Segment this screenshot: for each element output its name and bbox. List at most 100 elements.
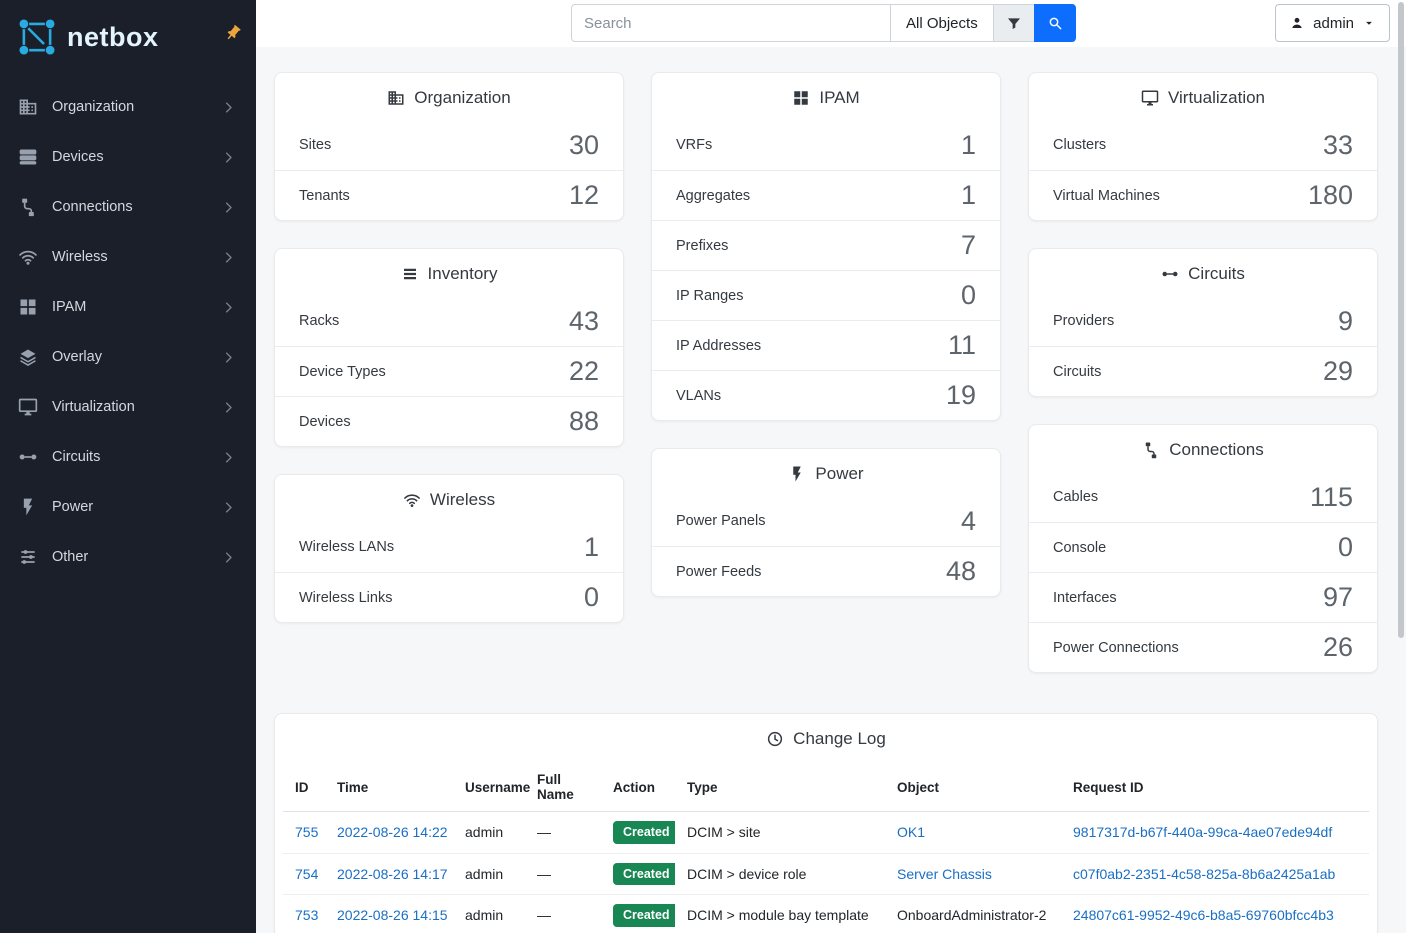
stat-value[interactable]: 33 [1322,129,1353,160]
stat-value[interactable]: 4 [960,505,976,536]
stat-value[interactable]: 97 [1322,582,1353,612]
stat-value[interactable]: 29 [1322,356,1353,386]
stat-label[interactable]: Wireless LANs [299,539,395,555]
search-button[interactable] [1033,4,1076,42]
chevron-right-icon [221,500,236,515]
stat-label[interactable]: Providers [1053,313,1115,329]
column-header-time: Time [325,763,453,812]
pin-icon[interactable] [220,20,245,45]
search-input[interactable] [571,4,891,42]
request-id-link[interactable]: 24807c61-9952-49c6-b8a5-69760bfcc4b3 [1073,907,1334,924]
stat-value[interactable]: 9 [1337,305,1353,336]
card-circuits: Circuits Providers 9 Circuits 29 [1028,248,1378,397]
stat-label[interactable]: Circuits [1053,363,1102,380]
sidebar-item-virtualization[interactable]: Virtualization [0,382,256,432]
stat-value[interactable]: 0 [583,582,599,612]
stat-label[interactable]: Power Connections [1053,639,1179,656]
request-id-link[interactable]: c07f0ab2-2351-4c58-825a-8b6a2425a1ab [1073,865,1336,882]
stat-value[interactable]: 30 [568,129,599,160]
stat-label[interactable]: Power Feeds [676,563,762,580]
column-header-full-name: Full Name [525,763,601,812]
change-time-link[interactable]: 2022-08-26 14:15 [337,907,448,924]
stat-value[interactable]: 7 [960,230,976,260]
sidebar-item-power[interactable]: Power [0,482,256,532]
stat-label[interactable]: Racks [299,313,340,329]
sidebar-item-wireless[interactable]: Wireless [0,232,256,282]
stat-value[interactable]: 19 [945,380,976,410]
monitor-icon [1141,89,1159,107]
column-header-request-id: Request ID [1061,763,1369,812]
stat-label[interactable]: Aggregates [676,187,751,204]
history-icon [766,730,784,748]
stat-label[interactable]: IP Addresses [676,337,762,354]
sidebar-item-overlay[interactable]: Overlay [0,332,256,382]
change-id-link[interactable]: 754 [295,865,319,882]
change-fullname: — [525,811,601,854]
sidebar-item-circuits[interactable]: Circuits [0,432,256,482]
stat-value[interactable]: 26 [1322,632,1353,662]
change-id-link[interactable]: 753 [295,907,319,924]
change-id-link[interactable]: 755 [295,824,319,841]
request-id-link[interactable]: 9817317d-b67f-440a-99ca-4ae07ede94df [1073,824,1333,841]
stat-value[interactable]: 48 [945,556,976,586]
stat-row: IP Addresses 11 [652,320,1000,370]
stat-label[interactable]: Console [1053,539,1107,556]
stat-row: Racks 43 [275,296,623,346]
change-object-link[interactable]: OK1 [897,824,926,841]
stat-value[interactable]: 43 [568,305,599,336]
change-time-link[interactable]: 2022-08-26 14:22 [337,824,448,841]
change-object-link[interactable]: Server Chassis [897,865,992,882]
stat-row: VLANs 19 [652,370,1000,420]
stat-label[interactable]: Sites [299,137,332,153]
change-time-link[interactable]: 2022-08-26 14:17 [337,865,448,882]
topbar: All Objects admin [256,0,1406,47]
stat-label[interactable]: Cables [1053,489,1099,505]
stat-label[interactable]: VLANs [676,387,722,404]
sidebar-item-ipam[interactable]: IPAM [0,282,256,332]
grid-icon [792,89,810,107]
stat-value[interactable]: 88 [568,406,599,436]
stat-value[interactable]: 0 [960,280,976,310]
stat-value[interactable]: 180 [1307,180,1353,210]
stat-label[interactable]: Clusters [1053,137,1107,153]
sidebar-item-label: Organization [52,99,135,115]
stat-label[interactable]: VRFs [676,137,713,153]
card-header: Circuits [1029,249,1377,296]
sidebar-item-organization[interactable]: Organization [0,82,256,132]
stat-label[interactable]: Power Panels [676,513,766,529]
stat-value[interactable]: 12 [568,180,599,210]
change-username: admin [453,894,525,933]
stat-label[interactable]: IP Ranges [676,287,744,304]
changelog-card: Change Log ID Time Username Full Name Action… [274,713,1378,933]
netbox-logo[interactable]: netbox [16,16,159,58]
stat-label[interactable]: Prefixes [676,237,729,254]
stat-value[interactable]: 0 [1337,532,1353,562]
caret-down-icon [1362,16,1376,30]
stat-value[interactable]: 22 [568,356,599,386]
user-menu-button[interactable]: admin [1275,4,1390,42]
sidebar-item-connections[interactable]: Connections [0,182,256,232]
stat-value[interactable]: 11 [947,330,976,360]
chevron-right-icon [221,100,236,115]
stat-value[interactable]: 1 [960,129,976,160]
stat-row: Interfaces 97 [1029,572,1377,622]
filter-button[interactable] [992,4,1035,42]
person-icon [1289,15,1305,31]
chevron-right-icon [221,550,236,565]
chevron-right-icon [221,400,236,415]
object-type-select[interactable]: All Objects [890,4,994,42]
stat-label[interactable]: Virtual Machines [1053,187,1160,204]
changelog-header-row: ID Time Username Full Name Action Type Object R… [283,763,1369,812]
stat-value[interactable]: 1 [960,180,976,210]
sidebar-item-other[interactable]: Other [0,532,256,582]
stat-row: Power Connections 26 [1029,622,1377,672]
stat-label[interactable]: Devices [299,413,351,430]
stat-value[interactable]: 115 [1309,481,1353,512]
stat-label[interactable]: Interfaces [1053,589,1117,606]
stat-label[interactable]: Wireless Links [299,589,393,606]
stat-value[interactable]: 1 [583,531,599,562]
stat-label[interactable]: Device Types [299,363,386,380]
sidebar-item-devices[interactable]: Devices [0,132,256,182]
page-scrollbar[interactable] [1398,2,1404,638]
stat-label[interactable]: Tenants [299,187,350,204]
